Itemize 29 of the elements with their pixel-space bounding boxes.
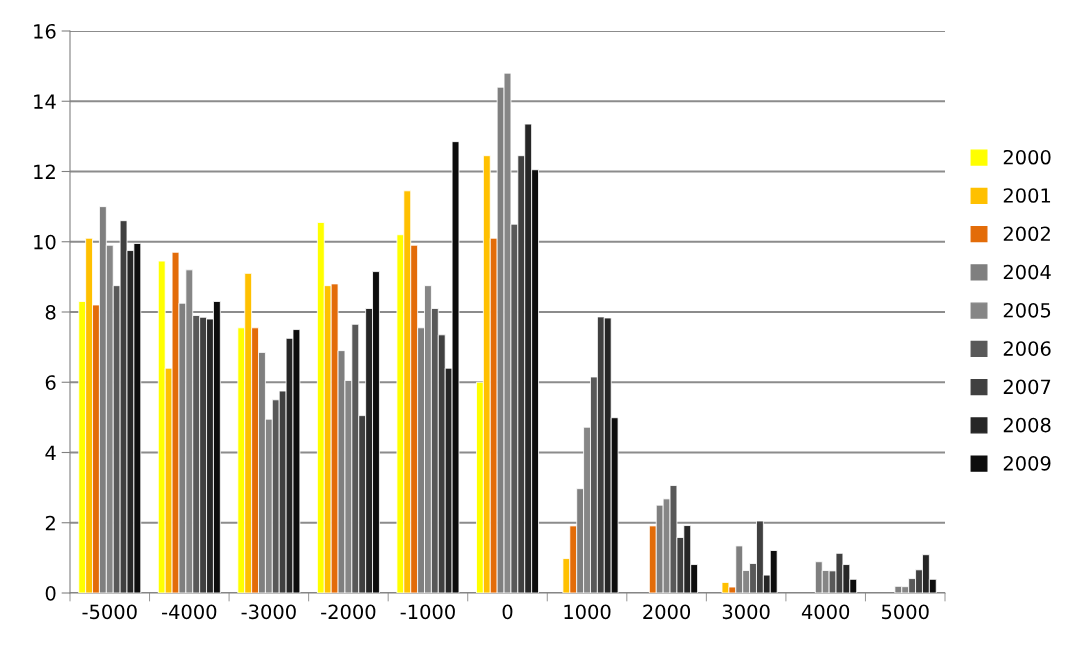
x-tick-label: -3000 bbox=[241, 604, 296, 620]
legend-label: 2004 bbox=[1003, 264, 1051, 280]
legend-label: 2006 bbox=[1003, 341, 1051, 356]
y-tick-label: 10 bbox=[34, 234, 56, 250]
x-tick-label: 0 bbox=[502, 604, 513, 620]
x-tick-label: 2000 bbox=[643, 604, 691, 620]
x-tick-label: 1000 bbox=[564, 604, 611, 620]
x-tick-label: -1000 bbox=[400, 604, 455, 620]
y-tick-label: 0 bbox=[45, 585, 56, 601]
y-tick-label: 6 bbox=[45, 375, 56, 390]
legend-label: 2001 bbox=[1003, 188, 1051, 203]
x-tick-label: -2000 bbox=[321, 604, 376, 620]
x-tick-label: -5000 bbox=[82, 604, 137, 620]
y-tick-label: 2 bbox=[45, 515, 55, 531]
x-tick-label: 3000 bbox=[722, 604, 770, 620]
legend-label: 2002 bbox=[1003, 226, 1050, 242]
legend-label: 2007 bbox=[1003, 379, 1051, 395]
x-tick-label: 4000 bbox=[801, 604, 850, 620]
legend-label: 2009 bbox=[1003, 455, 1051, 471]
y-tick-label: 4 bbox=[45, 445, 56, 460]
legend-label: 2005 bbox=[1003, 302, 1051, 318]
legend-label: 2000 bbox=[1003, 149, 1051, 165]
x-tick-label: -4000 bbox=[162, 604, 217, 620]
x-tick-label: 5000 bbox=[881, 604, 929, 620]
y-tick-label: 12 bbox=[34, 164, 55, 179]
y-tick-label: 8 bbox=[45, 304, 56, 320]
legend-label: 2008 bbox=[1003, 417, 1051, 433]
y-tick-label: 16 bbox=[34, 23, 56, 39]
y-tick-label: 14 bbox=[34, 94, 56, 109]
